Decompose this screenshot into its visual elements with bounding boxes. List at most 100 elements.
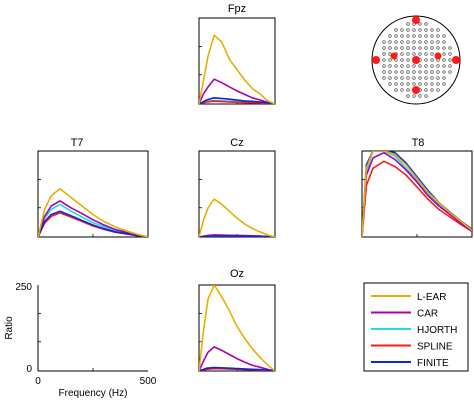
electrode-highlight-t8 xyxy=(452,56,460,64)
electrode-dot xyxy=(412,70,416,74)
series-line-fpz-l-ear xyxy=(199,34,275,104)
electrode-highlight-oz xyxy=(412,86,420,94)
electrode-dot xyxy=(436,34,440,38)
electrode-dot xyxy=(430,28,434,32)
electrode-dot xyxy=(442,64,446,68)
electrode-dot xyxy=(394,76,398,80)
electrode-dot xyxy=(382,52,386,56)
electrode-dot xyxy=(448,58,452,62)
panel-title-oz: Oz xyxy=(230,268,244,280)
electrode-dot xyxy=(406,76,410,80)
series-line-oz-finite xyxy=(199,366,275,371)
electrode-dot xyxy=(406,82,410,86)
electrode-dot xyxy=(394,34,398,38)
electrode-dot xyxy=(394,40,398,44)
electrode-dot xyxy=(394,88,398,92)
electrode-dot xyxy=(382,40,386,44)
series-line-t8-spline xyxy=(362,160,472,237)
electrode-dot xyxy=(436,28,440,32)
electrode-dot xyxy=(430,82,434,86)
electrode-dot xyxy=(424,70,428,74)
electrode-dot xyxy=(406,94,410,98)
legend-label-finite: FINITE xyxy=(417,358,449,369)
electrode-dot xyxy=(442,70,446,74)
electrode-dot xyxy=(418,34,422,38)
electrode-dot xyxy=(424,58,428,62)
electrode-dot xyxy=(412,28,416,32)
electrode-highlight-extra xyxy=(434,52,442,60)
electrode-dot xyxy=(424,76,428,80)
electrode-dot xyxy=(394,46,398,50)
electrode-dot xyxy=(424,94,428,98)
electrode-dot xyxy=(442,58,446,62)
electrode-dot xyxy=(388,76,392,80)
electrode-dot xyxy=(418,82,422,86)
panel-cz xyxy=(198,150,276,238)
electrode-dot xyxy=(406,70,410,74)
electrode-dot xyxy=(400,34,404,38)
electrode-dot xyxy=(418,46,422,50)
legend-label-l-ear: L-EAR xyxy=(417,292,446,303)
electrode-dot xyxy=(388,64,392,68)
electrode-dot xyxy=(406,46,410,50)
electrode-dot xyxy=(406,64,410,68)
electrode-dot xyxy=(406,22,410,26)
electrode-dot xyxy=(418,40,422,44)
ytick-250: 250 xyxy=(15,282,32,293)
electrode-dot xyxy=(430,70,434,74)
electrode-dot xyxy=(400,40,404,44)
electrode-dot xyxy=(424,22,428,26)
electrode-dot xyxy=(394,64,398,68)
electrode-highlight-fpz xyxy=(412,16,420,24)
series-line-fpz-spline xyxy=(199,100,275,104)
ytick-0: 0 xyxy=(26,364,32,375)
electrode-dot xyxy=(418,28,422,32)
electrode-dot xyxy=(412,40,416,44)
series-line-t7-finite xyxy=(38,210,148,237)
electrode-dot xyxy=(394,82,398,86)
electrode-dot xyxy=(430,52,434,56)
electrode-dot xyxy=(406,40,410,44)
series-line-cz-l-ear xyxy=(199,198,275,237)
electrode-head-map xyxy=(371,15,461,105)
electrode-dot xyxy=(412,94,416,98)
electrode-dot xyxy=(400,46,404,50)
legend-label-spline: SPLINE xyxy=(417,342,453,353)
electrode-dot xyxy=(400,76,404,80)
electrode-dot xyxy=(430,46,434,50)
panel-title-fpz: Fpz xyxy=(228,3,246,15)
legend-box xyxy=(363,282,469,372)
electrode-dot xyxy=(430,64,434,68)
electrode-dot xyxy=(442,34,446,38)
electrode-dot xyxy=(382,76,386,80)
series-line-cz-finite xyxy=(199,235,275,237)
electrode-dot xyxy=(382,58,386,62)
series-line-t7-car xyxy=(38,200,148,237)
electrode-dot xyxy=(424,46,428,50)
electrode-dot xyxy=(388,40,392,44)
electrode-dot xyxy=(382,70,386,74)
y-axis-label: Ratio xyxy=(4,316,15,340)
electrode-dot xyxy=(442,46,446,50)
electrode-dot xyxy=(430,58,434,62)
electrode-dot xyxy=(448,52,452,56)
electrode-dot xyxy=(382,64,386,68)
electrode-dot xyxy=(400,58,404,62)
panel-fpz xyxy=(198,17,276,105)
electrode-dot xyxy=(430,34,434,38)
electrode-dot xyxy=(388,46,392,50)
electrode-dot xyxy=(406,58,410,62)
series-line-t7-l-ear xyxy=(38,188,148,237)
electrode-dot xyxy=(394,28,398,32)
electrode-dot xyxy=(436,82,440,86)
electrode-dot xyxy=(412,34,416,38)
electrode-dot xyxy=(400,88,404,92)
electrode-dot xyxy=(448,46,452,50)
x-axis-label: Frequency (Hz) xyxy=(59,388,128,399)
electrode-dot xyxy=(418,94,422,98)
panel-title-t7: T7 xyxy=(71,137,84,149)
electrode-dot xyxy=(424,64,428,68)
electrode-highlight-t7 xyxy=(372,56,380,64)
electrode-dot xyxy=(406,28,410,32)
